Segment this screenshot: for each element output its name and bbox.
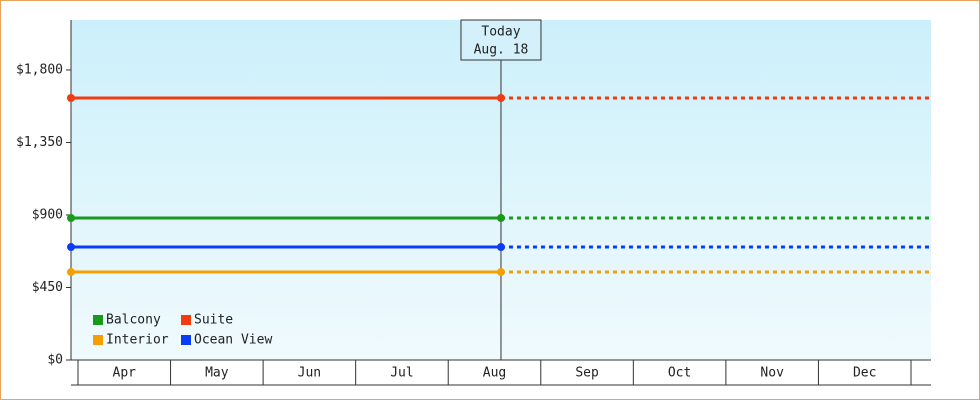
today-title: Today <box>481 25 520 40</box>
y-tick-label: $450 <box>32 280 63 295</box>
series-point <box>496 214 505 223</box>
y-tick-label: $0 <box>47 353 63 368</box>
series-point <box>67 268 75 277</box>
legend-swatch <box>93 315 103 325</box>
series-point <box>496 268 505 277</box>
y-tick-label: $1,800 <box>16 62 63 77</box>
x-tick-label: Dec <box>853 366 876 381</box>
series-point <box>67 243 75 252</box>
today-box <box>460 19 542 61</box>
series-point <box>67 214 75 223</box>
y-tick-label: $900 <box>32 207 63 222</box>
legend-swatch <box>181 315 191 325</box>
series-point <box>67 93 75 102</box>
legend-label: Interior <box>106 333 169 348</box>
series-point <box>496 93 505 102</box>
legend-swatch <box>93 335 103 345</box>
today-date: Aug. 18 <box>474 43 529 58</box>
y-tick-label: $1,350 <box>16 135 63 150</box>
x-tick-label: Nov <box>760 366 784 381</box>
x-tick-label: Aug <box>483 366 506 381</box>
x-tick-label: Jun <box>298 366 321 381</box>
x-tick-label: Jul <box>390 366 413 381</box>
series-point <box>496 243 505 252</box>
x-tick-label: Apr <box>113 366 137 381</box>
legend-label: Ocean View <box>194 333 272 348</box>
x-tick-label: May <box>205 366 229 381</box>
legend-label: Balcony <box>106 313 161 328</box>
x-tick-label: Oct <box>668 366 691 381</box>
legend-swatch <box>181 335 191 345</box>
x-tick-label: Sep <box>575 366 599 381</box>
legend-label: Suite <box>194 313 233 328</box>
